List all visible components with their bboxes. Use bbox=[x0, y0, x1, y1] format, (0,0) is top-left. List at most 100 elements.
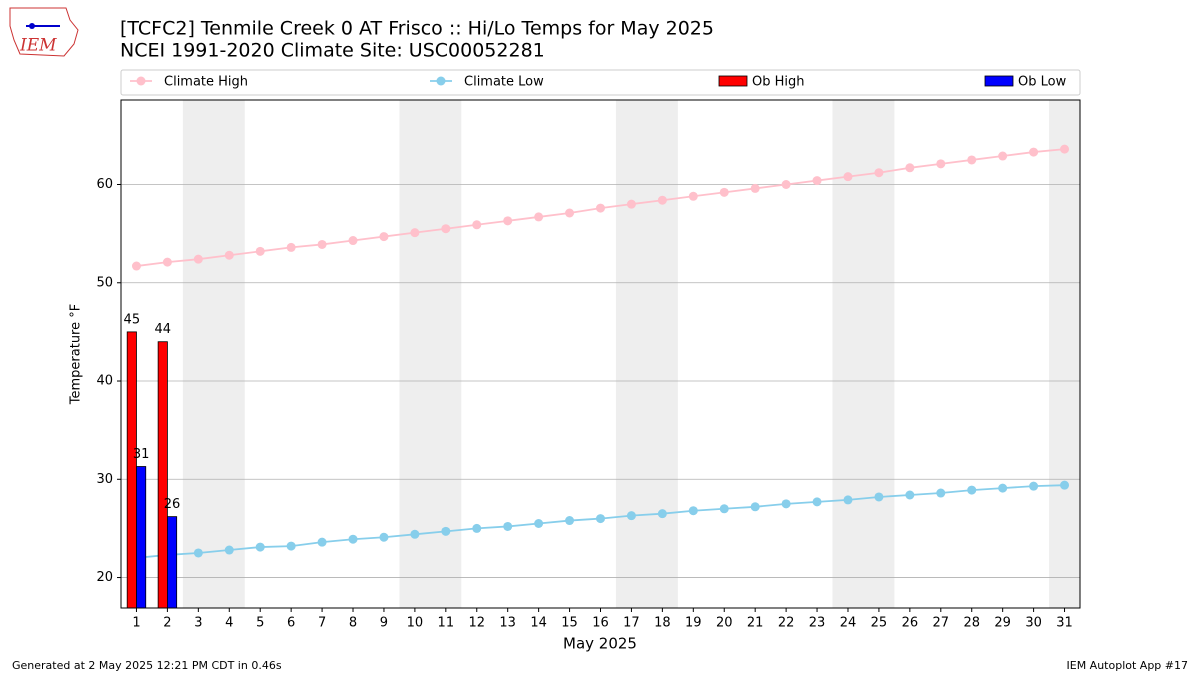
climate-point bbox=[719, 187, 729, 197]
bar-label: 44 bbox=[154, 322, 171, 337]
x-tick-label: 5 bbox=[256, 616, 264, 631]
climate-point bbox=[503, 216, 513, 226]
plot-frame bbox=[120, 99, 1081, 609]
climate-point bbox=[131, 261, 141, 271]
weekend-shade bbox=[182, 100, 245, 608]
climate-point bbox=[998, 483, 1008, 493]
climate-point bbox=[905, 163, 915, 173]
x-tick-label: 23 bbox=[809, 616, 826, 631]
climate-point bbox=[286, 541, 296, 551]
legend-marker bbox=[436, 76, 446, 86]
ob-bar bbox=[136, 466, 147, 609]
climate-point bbox=[781, 499, 791, 509]
climate-point bbox=[1060, 144, 1070, 154]
x-tick-label: 4 bbox=[225, 616, 233, 631]
ob-bar bbox=[157, 341, 168, 609]
weekend-shade bbox=[615, 100, 678, 608]
climate-point bbox=[874, 168, 884, 178]
climate-point bbox=[224, 545, 234, 555]
y-tick-label: 50 bbox=[96, 275, 113, 290]
weekend-shade bbox=[1049, 100, 1080, 608]
x-tick-label: 29 bbox=[994, 616, 1011, 631]
y-tick-label: 40 bbox=[96, 374, 113, 389]
legend-swatch bbox=[718, 75, 748, 87]
x-tick-label: 30 bbox=[1025, 616, 1042, 631]
climate-point bbox=[472, 523, 482, 533]
weekend-shade bbox=[399, 100, 462, 608]
x-tick-label: 16 bbox=[592, 616, 609, 631]
climate-point bbox=[565, 208, 575, 218]
climate-point bbox=[534, 518, 544, 528]
legend-swatch bbox=[984, 75, 1014, 87]
climate-point bbox=[596, 514, 605, 524]
climate-point bbox=[998, 151, 1008, 161]
bar-label: 45 bbox=[124, 312, 141, 327]
climate-point bbox=[936, 159, 946, 169]
climate-point bbox=[1029, 481, 1039, 491]
x-tick-label: 31 bbox=[1056, 616, 1073, 631]
climate-point bbox=[193, 254, 203, 264]
climate-point bbox=[750, 502, 760, 512]
x-tick-label: 6 bbox=[287, 616, 295, 631]
legend-label: Climate High bbox=[164, 75, 248, 90]
climate-point bbox=[657, 195, 667, 205]
x-tick-label: 15 bbox=[561, 616, 578, 631]
climate-point bbox=[843, 172, 853, 182]
x-tick-label: 27 bbox=[933, 616, 950, 631]
climate-point bbox=[657, 509, 667, 519]
legend-marker bbox=[136, 76, 146, 86]
climate-point bbox=[193, 548, 203, 558]
y-tick-label: 60 bbox=[96, 177, 113, 192]
x-tick-label: 22 bbox=[778, 616, 795, 631]
climate-point bbox=[224, 250, 234, 260]
climate-point bbox=[812, 497, 822, 507]
climate-point bbox=[441, 224, 451, 234]
climate-point bbox=[410, 228, 420, 238]
climate-point bbox=[503, 521, 513, 531]
x-tick-label: 28 bbox=[963, 616, 980, 631]
climate-point bbox=[781, 180, 791, 190]
bar-label: 31 bbox=[133, 447, 150, 462]
x-tick-label: 17 bbox=[623, 616, 640, 631]
climate-point bbox=[379, 232, 389, 242]
climate-point bbox=[905, 490, 915, 500]
climate-point bbox=[255, 542, 265, 552]
x-tick-label: 26 bbox=[902, 616, 919, 631]
climate-point bbox=[596, 203, 605, 213]
climate-point bbox=[472, 220, 482, 230]
bar-label: 26 bbox=[164, 497, 181, 512]
logo: IEM bbox=[9, 7, 79, 57]
climate-point bbox=[565, 516, 575, 526]
climate-point bbox=[1060, 480, 1070, 490]
x-tick-label: 9 bbox=[380, 616, 388, 631]
climate-point bbox=[534, 212, 544, 222]
climate-point bbox=[348, 236, 358, 246]
climate-point bbox=[379, 532, 389, 542]
x-tick-label: 21 bbox=[747, 616, 764, 631]
climate-point bbox=[317, 537, 327, 547]
legend-label: Ob High bbox=[752, 75, 805, 90]
climate-point bbox=[719, 504, 729, 514]
climate-point bbox=[967, 155, 977, 165]
climate-point bbox=[410, 529, 420, 539]
climate-point bbox=[688, 506, 698, 516]
x-tick-label: 19 bbox=[685, 616, 702, 631]
x-axis-label: May 2025 bbox=[563, 635, 637, 653]
y-tick-label: 30 bbox=[96, 472, 113, 487]
x-tick-label: 10 bbox=[407, 616, 424, 631]
footer-left: Generated at 2 May 2025 12:21 PM CDT in … bbox=[12, 659, 282, 672]
y-axis-label: Temperature °F bbox=[69, 304, 84, 405]
x-tick-label: 24 bbox=[840, 616, 857, 631]
x-tick-label: 11 bbox=[438, 616, 455, 631]
logo-text: IEM bbox=[19, 36, 57, 56]
x-tick-label: 3 bbox=[194, 616, 202, 631]
climate-point bbox=[1029, 147, 1039, 157]
climate-point bbox=[626, 511, 636, 521]
y-tick-label: 20 bbox=[96, 570, 113, 585]
x-tick-label: 12 bbox=[468, 616, 485, 631]
ob-bar bbox=[126, 331, 137, 609]
x-tick-label: 2 bbox=[163, 616, 171, 631]
chart-subtitle: NCEI 1991-2020 Climate Site: USC00052281 bbox=[120, 40, 545, 62]
x-tick-label: 25 bbox=[871, 616, 888, 631]
